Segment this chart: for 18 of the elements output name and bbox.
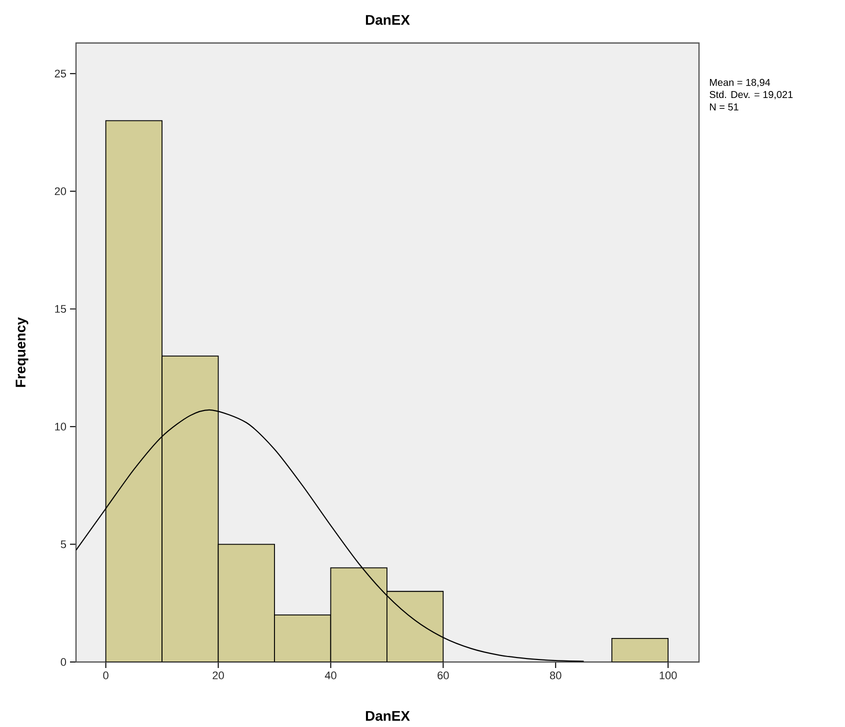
text: Std. Dev. = 19,021 [710, 90, 793, 100]
x-tick-label: 80 [550, 672, 562, 680]
x-tick-label: 20 [212, 672, 224, 680]
y-tick-label: 0 [60, 658, 66, 666]
y-tick-label: 15 [55, 305, 66, 313]
x-tick-label: 100 [660, 672, 677, 680]
x-tick-label: 60 [438, 672, 449, 680]
x-axis-title: DanEX [366, 711, 410, 721]
x-tick-label: 0 [103, 672, 108, 680]
y-tick-label: 5 [60, 540, 66, 548]
text: Mean = 18,94 [710, 78, 770, 88]
y-tick-label: 10 [55, 422, 66, 431]
y-tick-label: 20 [54, 187, 66, 196]
y-axis-title: Frequency [16, 317, 28, 387]
chart-title: DanEX [366, 15, 410, 25]
text: N = 51 [710, 104, 738, 110]
y-tick-label: 25 [54, 70, 66, 78]
x-tick-label: 40 [324, 672, 336, 680]
